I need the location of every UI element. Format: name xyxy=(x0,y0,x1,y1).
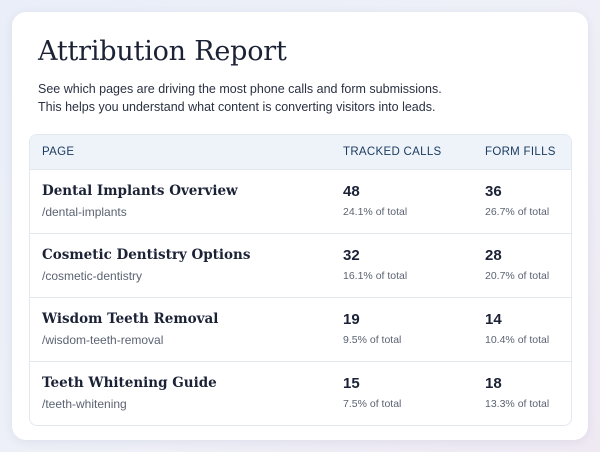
page-name: Wisdom Teeth Removal xyxy=(42,311,219,327)
page-path: /dental-implants xyxy=(42,205,127,219)
form-fills-percent: 10.4% of total xyxy=(485,334,550,346)
form-fills-count: 36 xyxy=(485,183,502,200)
tracked-calls-percent: 16.1% of total xyxy=(343,270,408,282)
page-title: Attribution Report xyxy=(38,36,287,67)
form-fills-count: 28 xyxy=(485,247,502,264)
page-path: /wisdom-teeth-removal xyxy=(42,333,164,347)
tracked-calls-percent: 9.5% of total xyxy=(343,334,402,346)
report-description: See which pages are driving the most pho… xyxy=(38,80,568,116)
table-row[interactable]: Wisdom Teeth Removal /wisdom-teeth-remov… xyxy=(30,298,571,362)
table-row[interactable]: Teeth Whitening Guide /teeth-whitening 1… xyxy=(30,362,571,425)
table-row[interactable]: Cosmetic Dentistry Options /cosmetic-den… xyxy=(30,234,571,298)
page-name: Dental Implants Overview xyxy=(42,183,238,199)
description-line-2: This helps you understand what content i… xyxy=(38,100,436,114)
form-fills-count: 14 xyxy=(485,311,502,328)
form-fills-percent: 20.7% of total xyxy=(485,270,550,282)
attribution-table: PAGE TRACKED CALLS FORM FILLS Dental Imp… xyxy=(29,134,572,426)
table-header: PAGE TRACKED CALLS FORM FILLS xyxy=(30,135,571,170)
form-fills-count: 18 xyxy=(485,375,502,392)
page-path: /cosmetic-dentistry xyxy=(42,269,143,283)
tracked-calls-percent: 7.5% of total xyxy=(343,398,402,410)
description-line-1: See which pages are driving the most pho… xyxy=(38,82,442,96)
column-header-tracked-calls[interactable]: TRACKED CALLS xyxy=(343,146,442,158)
page-name: Teeth Whitening Guide xyxy=(42,375,217,391)
report-card: Attribution Report See which pages are d… xyxy=(12,12,588,440)
column-header-page[interactable]: PAGE xyxy=(42,146,75,158)
tracked-calls-count: 15 xyxy=(343,375,360,392)
tracked-calls-count: 32 xyxy=(343,247,360,264)
page-name: Cosmetic Dentistry Options xyxy=(42,247,251,263)
form-fills-percent: 26.7% of total xyxy=(485,206,550,218)
page-path: /teeth-whitening xyxy=(42,397,127,411)
tracked-calls-count: 19 xyxy=(343,311,360,328)
table-row[interactable]: Dental Implants Overview /dental-implant… xyxy=(30,170,571,234)
tracked-calls-count: 48 xyxy=(343,183,360,200)
form-fills-percent: 13.3% of total xyxy=(485,398,550,410)
tracked-calls-percent: 24.1% of total xyxy=(343,206,408,218)
column-header-form-fills[interactable]: FORM FILLS xyxy=(485,146,556,158)
